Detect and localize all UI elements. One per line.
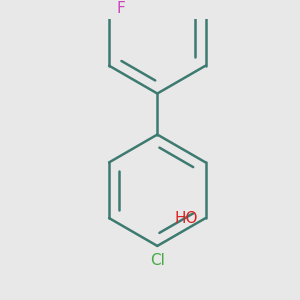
Text: Cl: Cl — [150, 253, 165, 268]
Text: HO: HO — [175, 211, 198, 226]
Text: F: F — [116, 1, 125, 16]
